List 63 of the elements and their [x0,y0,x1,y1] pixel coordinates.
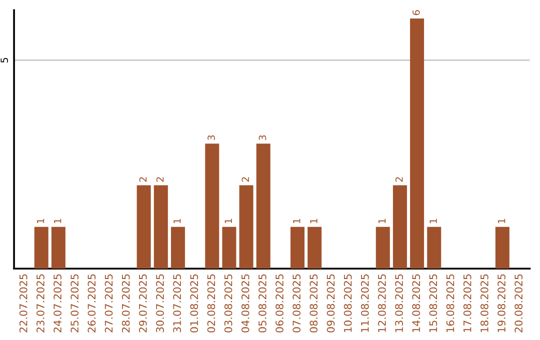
bar [290,226,305,269]
x-tick-label: 11.08.2025 [360,274,369,332]
x-tick-label: 18.08.2025 [480,274,488,332]
bar [410,18,424,269]
x-tick-label: 26.07.2025 [88,274,96,332]
x-tick-label: 28.07.2025 [122,274,130,332]
data-label: 3 [258,135,266,140]
data-label: 1 [174,218,181,224]
data-label: 2 [395,177,403,182]
bar [376,226,390,269]
data-label: 1 [36,218,44,224]
data-label: 1 [498,218,506,224]
data-label: 1 [378,218,386,224]
bar [222,226,236,269]
bar [51,226,66,269]
x-tick-label: 13.08.2025 [395,274,403,332]
x-tick-label: 20.08.2025 [514,274,523,332]
x-tick-label: 27.07.2025 [104,274,113,332]
x-tick-label: 09.08.2025 [326,274,335,332]
bar [34,226,48,269]
bar [256,144,270,269]
bar [170,226,185,269]
x-tick-label: 14.08.2025 [412,274,420,332]
data-label: 3 [208,135,215,140]
data-label: 1 [310,218,318,224]
x-tick-label: 24.07.2025 [54,274,62,332]
bar [136,185,151,269]
bar [205,144,220,269]
x-tick-label: 12.08.2025 [378,274,386,332]
x-tick-label: 22.07.2025 [19,274,28,332]
data-label: 1 [293,218,300,224]
bar [392,185,407,269]
bar [495,226,510,269]
x-tick-label: 15.08.2025 [429,274,438,332]
x-tick-label: 25.07.2025 [70,274,79,332]
data-label: 6 [412,10,420,16]
x-tick-label: 03.08.2025 [224,274,232,332]
x-tick-label: 16.08.2025 [446,274,454,332]
x-tick-label: 19.08.2025 [498,274,506,332]
x-tick-label: 23.07.2025 [36,274,44,332]
x-tick-label: 30.07.2025 [156,274,164,332]
data-label: 1 [224,218,232,224]
x-tick-label: 10.08.2025 [344,274,352,332]
x-tick-label: 29.07.2025 [138,274,147,332]
x-tick-label: 06.08.2025 [276,274,284,332]
data-label: 2 [139,177,146,182]
x-tick-label: 07.08.2025 [292,274,301,332]
x-tick-label: 31.07.2025 [173,274,181,332]
data-label: 2 [242,177,249,182]
y-tick-label: 5 [0,58,8,63]
x-tick-label: 04.08.2025 [241,274,250,332]
data-label: 1 [430,218,437,224]
x-tick-label: 17.08.2025 [463,274,472,332]
bar [308,226,322,269]
bar [154,185,168,269]
data-label: 2 [156,177,164,182]
x-tick-label: 05.08.2025 [258,274,266,332]
bar [239,185,254,269]
bar [427,226,442,269]
data-label: 1 [54,218,62,224]
x-tick-label: 01.08.2025 [190,274,198,332]
x-tick-label: 02.08.2025 [207,274,216,332]
x-tick-label: 08.08.2025 [310,274,318,332]
